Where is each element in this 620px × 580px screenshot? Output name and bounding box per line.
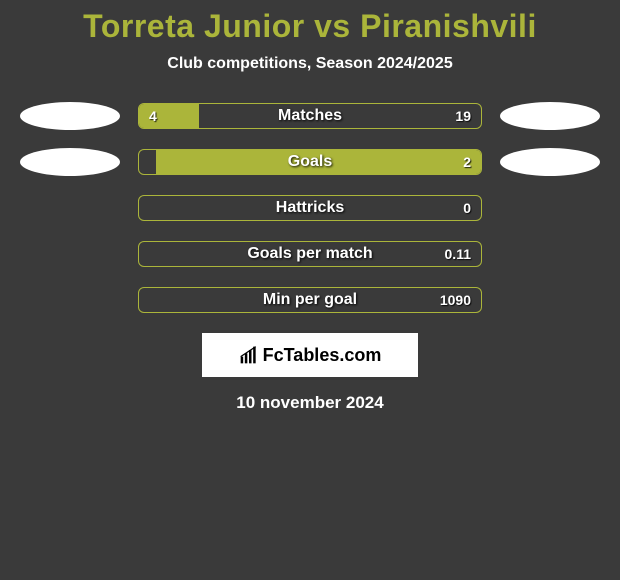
bars-icon	[239, 345, 259, 365]
watermark-content: FcTables.com	[239, 345, 382, 366]
stat-row: 0.11 Goals per match	[0, 241, 620, 267]
stat-bar: 1090 Min per goal	[138, 287, 482, 313]
player-left-ellipse	[20, 148, 120, 176]
bar-fill-left	[139, 104, 199, 128]
player-right-ellipse	[500, 148, 600, 176]
stat-value-right: 1090	[440, 292, 471, 308]
stat-value-right: 2	[463, 154, 471, 170]
stat-value-right: 19	[455, 108, 471, 124]
stat-value-left: 4	[149, 108, 157, 124]
watermark-box: FcTables.com	[202, 333, 418, 377]
stat-row: 4 19 Matches	[0, 103, 620, 129]
comparison-chart: 4 19 Matches 2 Goals 0 Hattricks 0.11 Goals per …	[0, 103, 620, 313]
stat-bar: 0.11 Goals per match	[138, 241, 482, 267]
player-right-ellipse	[500, 102, 600, 130]
date-text: 10 november 2024	[0, 393, 620, 413]
page-title: Torreta Junior vs Piranishvili	[0, 0, 620, 45]
stat-row: 1090 Min per goal	[0, 287, 620, 313]
page-subtitle: Club competitions, Season 2024/2025	[0, 55, 620, 73]
player-left-ellipse	[20, 102, 120, 130]
stat-bar: 4 19 Matches	[138, 103, 482, 129]
stat-label: Matches	[278, 107, 342, 125]
stat-row: 2 Goals	[0, 149, 620, 175]
watermark-text: FcTables.com	[263, 345, 382, 366]
stat-label: Min per goal	[263, 291, 357, 309]
stat-bar: 0 Hattricks	[138, 195, 482, 221]
stat-value-right: 0	[463, 200, 471, 216]
stat-label: Goals	[288, 153, 332, 171]
stat-row: 0 Hattricks	[0, 195, 620, 221]
stat-label: Goals per match	[247, 245, 372, 263]
stat-value-right: 0.11	[445, 246, 471, 262]
stat-bar: 2 Goals	[138, 149, 482, 175]
stat-label: Hattricks	[276, 199, 344, 217]
